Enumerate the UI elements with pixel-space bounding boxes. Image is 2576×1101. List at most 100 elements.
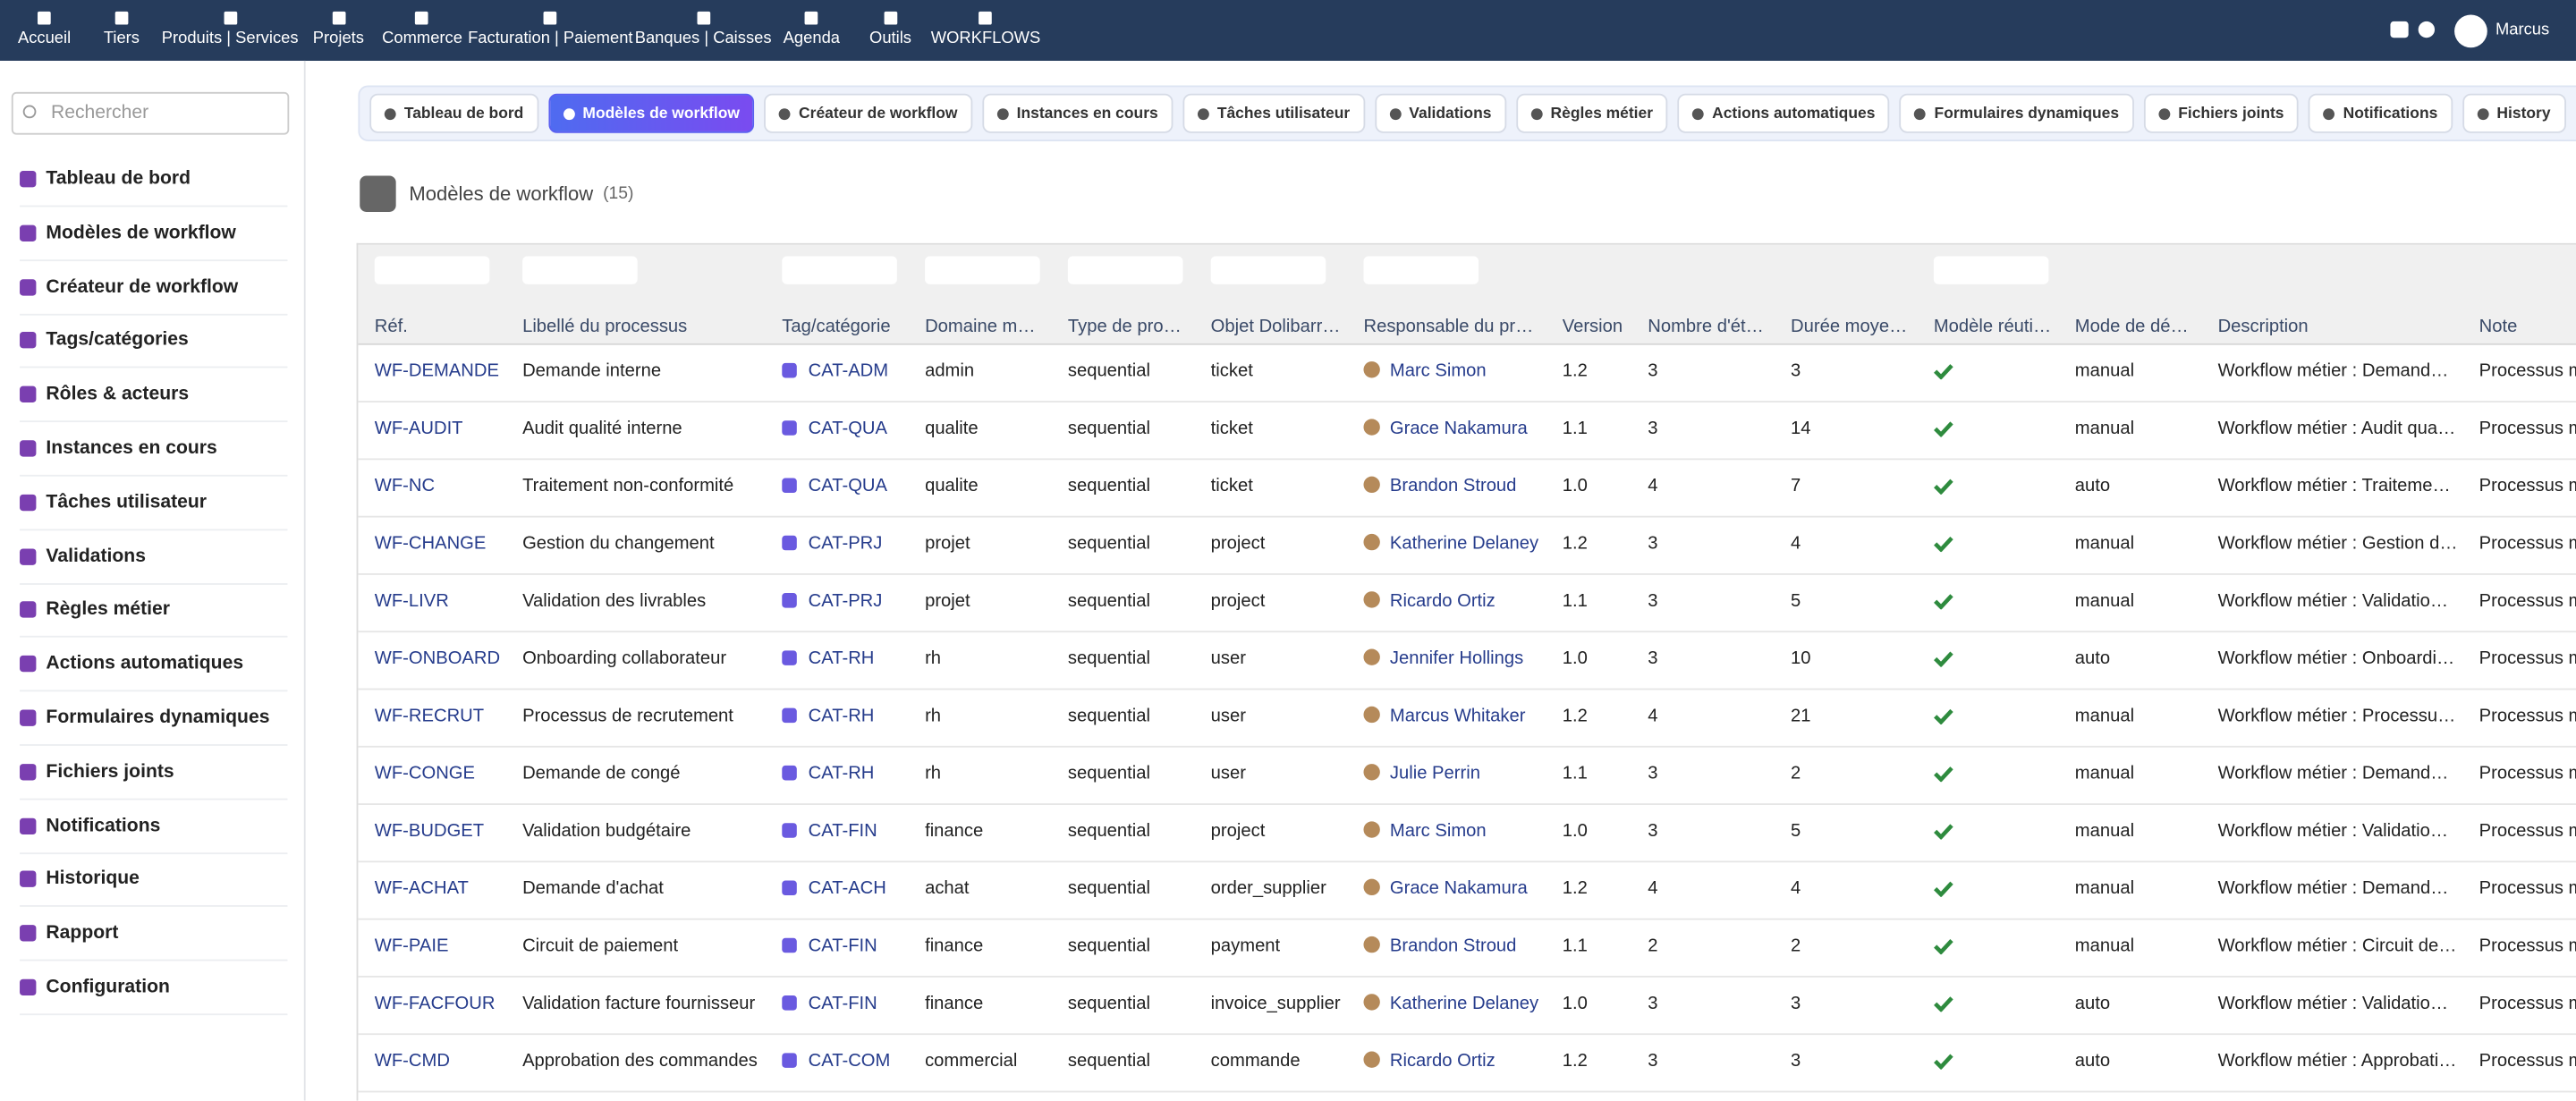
responsible-cell[interactable]: Grace Nakamura <box>1363 860 1528 918</box>
tab[interactable]: Modèles de workflow <box>547 93 755 133</box>
column-filter[interactable] <box>1067 256 1183 284</box>
ref-link[interactable]: WF-CHANGE <box>374 533 487 554</box>
column-header[interactable]: Durée moye… <box>1791 317 1908 337</box>
column-header[interactable]: Tag/catégorie <box>782 317 891 337</box>
column-header[interactable]: Mode de dé… <box>2074 317 2189 337</box>
responsible-name[interactable]: Ricardo Ortiz <box>1389 1051 1496 1071</box>
tag-cell[interactable]: CAT-COM <box>782 1033 890 1090</box>
responsible-cell[interactable]: Jennifer Hollings <box>1363 631 1523 688</box>
nav-item[interactable]: Banques | Caisses <box>635 0 772 61</box>
column-header[interactable]: Réf. <box>374 317 408 337</box>
tag-cell[interactable]: CAT-FIN <box>782 919 877 976</box>
tab[interactable]: Créateur de workflow <box>764 93 973 133</box>
tag-cell[interactable]: CAT-PRJ <box>782 573 882 631</box>
tag-cell[interactable]: CAT-RH <box>782 689 874 746</box>
tab[interactable]: Tableau de bord <box>369 93 538 133</box>
sidebar-item[interactable]: Règles métier <box>20 584 288 639</box>
responsible-cell[interactable]: Brandon Stroud <box>1363 458 1516 515</box>
nav-item[interactable]: Commerce <box>382 0 462 61</box>
sidebar-item[interactable]: Fichiers joints <box>20 746 288 800</box>
responsible-cell[interactable]: Julie Perrin <box>1363 746 1480 803</box>
tag-label[interactable]: CAT-PRJ <box>808 591 883 612</box>
responsible-name[interactable]: Marcus Whitaker <box>1389 706 1526 726</box>
column-header[interactable]: Modèle réuti… <box>1933 317 2052 337</box>
sidebar-item[interactable]: Rôles & acteurs <box>20 368 288 423</box>
ref-link[interactable]: WF-ACHAT <box>374 878 469 899</box>
tag-cell[interactable]: CAT-QUA <box>782 458 887 515</box>
tab[interactable]: Instances en cours <box>982 93 1174 133</box>
tag-label[interactable]: CAT-RH <box>808 706 875 726</box>
responsible-cell[interactable]: Ricardo Ortiz <box>1363 1033 1496 1090</box>
column-filter[interactable] <box>782 256 897 284</box>
column-header[interactable]: Type de pro… <box>1067 317 1182 337</box>
column-header[interactable]: Libellé du processus <box>522 317 688 337</box>
nav-item[interactable]: Agenda <box>784 0 840 61</box>
column-header[interactable]: Nombre d'ét… <box>1648 317 1764 337</box>
tag-label[interactable]: CAT-COM <box>808 1051 891 1071</box>
ref-link[interactable]: WF-DEMANDE <box>374 361 499 382</box>
sidebar-item[interactable]: Créateur de workflow <box>20 260 288 315</box>
ref-link[interactable]: WF-CMD <box>374 1051 450 1071</box>
nav-item[interactable]: Projets <box>313 0 364 61</box>
ref-link[interactable]: WF-FACFOUR <box>374 994 496 1014</box>
responsible-name[interactable]: Julie Perrin <box>1389 764 1480 784</box>
nav-item[interactable]: Tiers <box>104 0 140 61</box>
help-icon[interactable] <box>2418 21 2436 38</box>
sidebar-item[interactable]: Modèles de workflow <box>20 207 288 261</box>
tab[interactable]: Formulaires dynamiques <box>1899 93 2134 133</box>
ref-link[interactable]: WF-NC <box>374 476 436 496</box>
sidebar-item[interactable]: Formulaires dynamiques <box>20 691 288 746</box>
responsible-name[interactable]: Katherine Delaney <box>1389 533 1539 554</box>
print-icon[interactable] <box>2390 21 2409 38</box>
tag-cell[interactable]: CAT-RH <box>782 746 874 803</box>
tag-label[interactable]: CAT-ACH <box>808 878 886 899</box>
responsible-cell[interactable]: Marc Simon <box>1363 343 1487 401</box>
tag-cell[interactable]: CAT-FIN <box>782 803 877 860</box>
sidebar-item[interactable]: Instances en cours <box>20 422 288 477</box>
ref-link[interactable]: WF-BUDGET <box>374 821 485 842</box>
sidebar-item[interactable]: Notifications <box>20 800 288 854</box>
ref-link[interactable]: WF-PAIE <box>374 936 449 956</box>
user-name[interactable]: Marcus <box>2495 21 2550 40</box>
nav-item[interactable]: Facturation | Paiement <box>468 0 633 61</box>
ref-link[interactable]: WF-CONGE <box>374 764 476 784</box>
responsible-name[interactable]: Grace Nakamura <box>1389 419 1528 439</box>
sidebar-item[interactable]: Tableau de bord <box>20 153 288 207</box>
tag-label[interactable]: CAT-QUA <box>808 419 887 439</box>
ref-link[interactable]: WF-AUDIT <box>374 419 463 439</box>
responsible-cell[interactable]: Katherine Delaney <box>1363 516 1538 573</box>
search-box[interactable]: Rechercher <box>11 91 290 135</box>
tab[interactable]: Fichiers joints <box>2143 93 2300 133</box>
column-filter[interactable] <box>1210 256 1326 284</box>
tag-label[interactable]: CAT-RH <box>808 764 875 784</box>
tab[interactable]: Tâches utilisateur <box>1182 93 1365 133</box>
responsible-name[interactable]: Brandon Stroud <box>1389 476 1517 496</box>
nav-item[interactable]: WORKFLOWS <box>931 0 1040 61</box>
tag-cell[interactable]: CAT-RH <box>782 631 874 688</box>
responsible-name[interactable]: Marc Simon <box>1389 361 1487 382</box>
responsible-cell[interactable]: Ricardo Ortiz <box>1363 573 1496 631</box>
tag-label[interactable]: CAT-FIN <box>808 936 877 956</box>
column-header[interactable]: Responsable du pr… <box>1363 317 1534 337</box>
tag-label[interactable]: CAT-FIN <box>808 994 877 1014</box>
responsible-name[interactable]: Grace Nakamura <box>1389 878 1528 899</box>
responsible-name[interactable]: Katherine Delaney <box>1389 994 1539 1014</box>
tag-label[interactable]: CAT-PRJ <box>808 533 883 554</box>
sidebar-item[interactable]: Actions automatiques <box>20 638 288 692</box>
sidebar-item[interactable]: Tags/catégories <box>20 315 288 369</box>
responsible-name[interactable]: Marc Simon <box>1389 821 1487 842</box>
nav-item[interactable]: Outils <box>869 0 911 61</box>
tag-cell[interactable]: CAT-ACH <box>782 860 886 918</box>
sidebar-item[interactable]: Rapport <box>20 907 288 961</box>
tab[interactable]: Actions automatiques <box>1677 93 1890 133</box>
tag-label[interactable]: CAT-QUA <box>808 476 887 496</box>
responsible-cell[interactable]: Grace Nakamura <box>1363 401 1528 458</box>
column-header[interactable]: Note <box>2479 317 2518 337</box>
tab[interactable]: History <box>2462 93 2566 133</box>
ref-link[interactable]: WF-LIVR <box>374 591 449 612</box>
column-header[interactable]: Domaine m… <box>925 317 1036 337</box>
column-filter[interactable] <box>925 256 1040 284</box>
sidebar-item[interactable]: Tâches utilisateur <box>20 476 288 530</box>
responsible-name[interactable]: Jennifer Hollings <box>1389 648 1524 669</box>
tab[interactable]: Règles métier <box>1515 93 1668 133</box>
